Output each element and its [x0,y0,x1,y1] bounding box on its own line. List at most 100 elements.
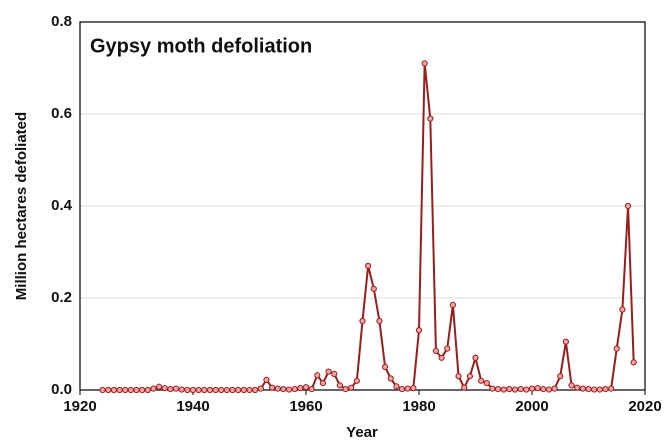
data-point [602,385,609,393]
data-point [393,383,400,390]
data-point [240,386,247,394]
data-line [102,63,635,391]
data-point [410,385,417,392]
data-point [511,386,519,393]
data-point [466,373,473,380]
data-point [291,385,298,393]
data-point [325,368,332,375]
data-point [331,370,338,377]
data-point [116,386,123,394]
data-point [483,380,490,387]
data-point [319,380,327,387]
data-point [444,345,451,352]
data-point [235,386,242,394]
data-point [365,262,372,269]
x-tick-label: 1940 [176,398,209,415]
data-point [285,386,293,393]
data-point [449,301,456,308]
data-point [353,377,360,384]
data-point [461,384,468,391]
data-point [624,202,632,210]
plot-frame [79,21,646,391]
data-point [139,386,146,394]
data-point [427,115,434,122]
data-point [269,384,276,391]
x-tick-label: 1980 [402,398,435,415]
data-point [557,373,564,380]
data-point [133,386,140,394]
y-tick-label: 0.8 [51,13,72,30]
x-tick-label: 2000 [515,398,548,415]
data-point [178,386,185,393]
data-point [591,386,598,393]
data-point [421,60,428,67]
data-point [229,386,236,394]
data-point [398,385,406,393]
data-point [495,385,502,393]
data-point [263,376,270,383]
data-point [562,338,570,345]
data-point [523,386,530,393]
chart-title: Gypsy moth defoliation [90,35,312,57]
data-point [506,385,513,393]
data-point [370,285,377,292]
data-point [184,386,191,394]
data-point [415,327,423,334]
data-point [382,363,389,371]
data-point [545,386,553,393]
data-point [500,386,507,393]
data-point [387,375,394,382]
data-point [297,385,304,392]
data-point [99,386,106,394]
y-tick-label: 0.0 [51,381,72,398]
data-point [274,385,281,392]
data-point [105,386,112,394]
y-axis-label: Million hectares defoliated [13,112,30,300]
data-point [206,386,214,394]
data-point [257,385,264,392]
data-point [189,386,197,394]
data-point [150,385,157,392]
data-point [478,377,485,384]
x-tick-label: 2020 [628,398,661,415]
data-point [432,347,440,354]
data-point [438,354,445,361]
x-tick-label: 1960 [289,398,322,415]
data-point [252,386,259,394]
data-point [404,385,411,392]
data-point [574,384,581,391]
data-point [579,385,586,392]
y-tick-label: 0.6 [51,105,72,122]
data-point [342,385,349,393]
data-point [630,359,637,366]
x-axis-label: Year [346,424,378,441]
x-tick-label: 1920 [63,398,96,415]
data-point [348,384,355,391]
data-point [172,385,180,392]
data-point [246,386,253,394]
data-point [122,386,129,394]
data-point [110,386,118,394]
data-point [528,385,536,392]
data-point [376,317,383,325]
data-point [127,386,134,394]
data-point [144,386,151,394]
data-point [472,354,479,361]
data-point [619,306,626,313]
data-point [540,385,547,393]
data-point [156,383,163,390]
data-point [455,373,462,380]
data-point [517,385,524,393]
data-point [336,382,343,389]
data-point [308,385,315,393]
data-point [223,386,230,394]
data-point [161,385,168,392]
data-point [608,385,615,392]
data-point [167,385,174,393]
data-point [489,385,496,392]
y-tick-label: 0.4 [51,197,73,214]
y-tick-label: 0.2 [51,289,72,306]
data-point [212,386,219,394]
data-point [195,386,202,394]
